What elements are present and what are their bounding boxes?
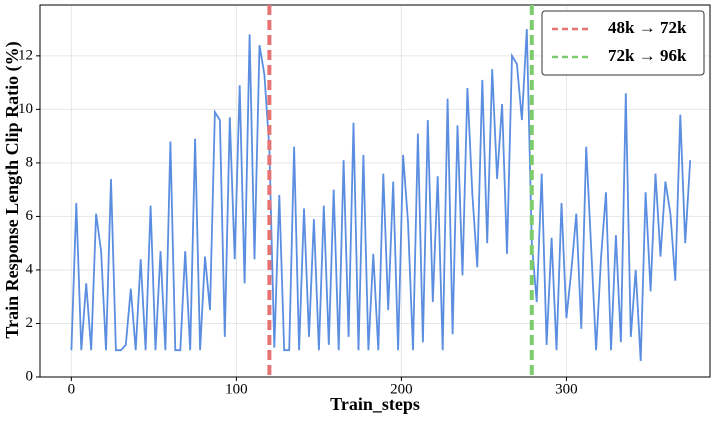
plot-frame xyxy=(39,4,711,378)
y-tick-label: 6 xyxy=(26,208,34,224)
y-tick-label: 12 xyxy=(18,47,33,63)
y-axis-label: Train Response Length Clip Ratio (%) xyxy=(2,41,23,338)
y-tick-label: 4 xyxy=(26,261,34,277)
legend-label: 72k → 96k xyxy=(608,46,687,65)
legend-box xyxy=(541,10,705,76)
line-series xyxy=(70,29,692,361)
y-tick-label: 2 xyxy=(26,315,34,331)
y-tick-label: 8 xyxy=(26,154,34,170)
y-tick-label: 10 xyxy=(18,101,33,117)
x-axis-label: Train_steps xyxy=(330,394,420,414)
x-tick-label: 100 xyxy=(225,381,248,397)
y-tick-label: 0 xyxy=(26,368,34,384)
x-tick-label: 200 xyxy=(390,381,413,397)
legend-label: 48k → 72k xyxy=(608,18,687,37)
x-tick-label: 300 xyxy=(555,381,578,397)
x-tick-label: 0 xyxy=(68,381,76,397)
